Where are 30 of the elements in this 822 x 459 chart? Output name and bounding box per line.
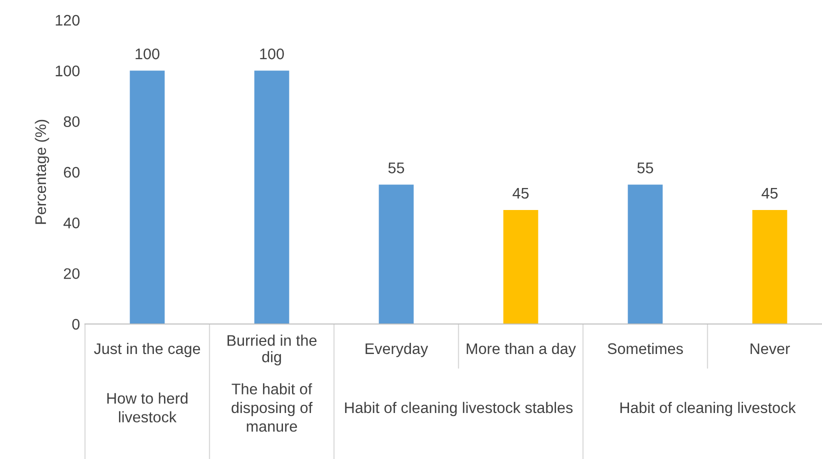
y-tick-label: 100 — [56, 66, 80, 76]
bar — [254, 70, 290, 324]
data-label: 100 — [136, 48, 160, 60]
bar — [628, 184, 663, 324]
text: How to herd livestock — [107, 392, 188, 422]
x-tick-label: More than a day — [466, 342, 576, 358]
bar — [752, 210, 788, 324]
y-tick-label: 60 — [64, 166, 80, 178]
bar — [130, 70, 165, 324]
y-tick-label: 120 — [56, 14, 80, 26]
y-axis-title: Percentage (%) — [34, 120, 50, 224]
bar — [378, 184, 414, 324]
y-tick-label: 0 — [72, 318, 80, 330]
data-label: 45 — [512, 188, 529, 199]
data-label: 55 — [637, 162, 654, 174]
data-label: 100 — [260, 48, 284, 60]
x-tick-label: Burried in the dig — [228, 334, 317, 366]
x-tick-label: Never — [750, 343, 790, 354]
data-label: 55 — [388, 162, 404, 174]
text: Habit of cleaning livestock stables — [345, 402, 573, 416]
y-tick-label: 20 — [64, 268, 80, 280]
y-tick-label: 40 — [64, 218, 80, 228]
x-tick-label: Sometimes — [608, 342, 683, 354]
x-tick-label: Just in the cage — [94, 342, 200, 358]
x-tick-label: Everyday — [366, 342, 428, 358]
data-label: 45 — [762, 188, 778, 199]
bar — [503, 210, 538, 324]
text: Habit of cleaning livestock — [620, 402, 796, 416]
y-tick-label: 80 — [64, 116, 80, 128]
text: The habit of disposing of manure — [232, 383, 313, 432]
